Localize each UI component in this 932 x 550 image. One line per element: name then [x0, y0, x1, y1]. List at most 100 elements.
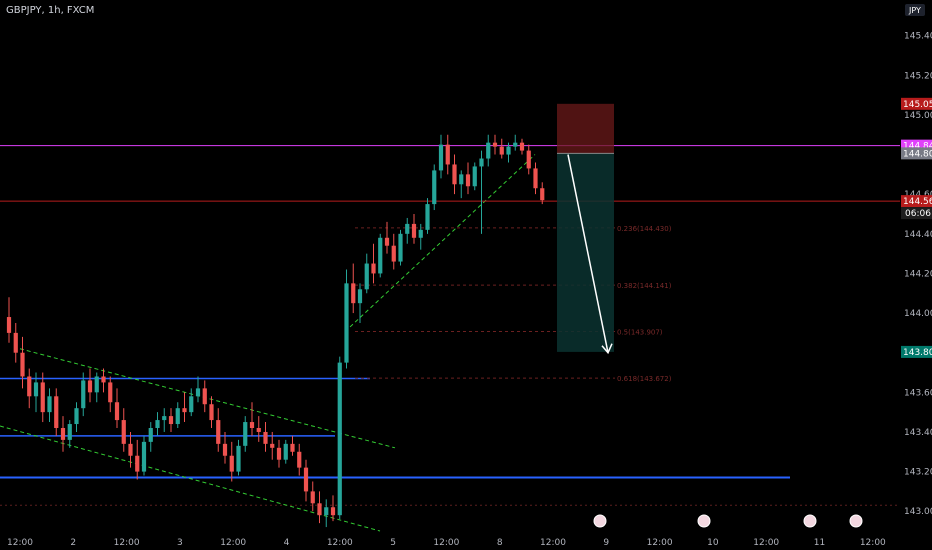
candle-body [141, 441, 147, 472]
price-label-bg [901, 97, 932, 110]
overlay [567, 154, 863, 528]
price-label-bg [901, 147, 932, 160]
projection-arrow [567, 154, 609, 353]
candle-body [297, 451, 302, 468]
candle-body [391, 245, 396, 262]
candle-body [479, 158, 484, 167]
price-label: 144.806 [903, 149, 932, 159]
candle-body [155, 420, 160, 428]
candle-body [67, 424, 72, 440]
candle-body [54, 396, 59, 428]
rising-trendline [349, 154, 536, 328]
candle-body [128, 443, 133, 456]
candle-body [60, 428, 66, 440]
candle-body [87, 380, 93, 393]
candle-body [384, 237, 390, 246]
fib-label: 0.5(143.907) [617, 329, 663, 337]
stop-zone [557, 103, 614, 154]
candle-body [303, 467, 309, 492]
price-label: 143.804 [903, 348, 932, 358]
candle-body [6, 317, 12, 333]
x-tick-label: 3 [177, 538, 183, 548]
candle-body [121, 420, 126, 444]
x-tick-label: 12:00 [7, 538, 33, 548]
fib-label: 0.236(144.430) [617, 225, 672, 233]
candle-body [519, 142, 525, 151]
x-tick-label: 12:00 [860, 538, 886, 548]
candle-body [236, 445, 241, 472]
x-tick-label: 2 [70, 538, 76, 548]
candle-body [351, 283, 356, 304]
price-label-bg [901, 195, 932, 208]
candle-body [418, 229, 423, 238]
candle-body [445, 144, 450, 165]
candle-body [540, 188, 545, 201]
y-tick-label: 145.000 [904, 111, 932, 121]
event-icon [697, 514, 711, 528]
candle-body [20, 352, 25, 377]
candle-body [432, 170, 437, 205]
candle-body [135, 455, 140, 472]
candle-body [216, 420, 221, 444]
candle-body [195, 388, 201, 397]
arrow-head [601, 343, 613, 355]
candle-body [114, 402, 120, 421]
y-tick-label: 143.000 [904, 507, 932, 517]
event-icon [803, 514, 817, 528]
countdown-label: 06:06 [905, 209, 931, 219]
candle-body [411, 223, 417, 238]
target-zone [557, 153, 614, 352]
candle-body [81, 380, 86, 409]
x-tick-label: 12:00 [433, 538, 459, 548]
x-tick-label: 12:00 [647, 538, 673, 548]
candle-body [202, 388, 207, 405]
x-tick-label: 12:00 [114, 538, 140, 548]
price-axis[interactable]: 145.400145.200145.000144.800144.600144.4… [900, 0, 932, 550]
x-tick-label: 12:00 [220, 538, 246, 548]
candle-body [94, 376, 99, 393]
x-tick-label: 12:00 [540, 538, 566, 548]
candle-body [472, 166, 477, 187]
y-tick-label: 144.000 [904, 309, 932, 319]
candle-body [229, 455, 234, 472]
x-tick-label: 8 [497, 538, 503, 548]
candle-body [276, 447, 282, 460]
candle-body [486, 142, 491, 159]
candle-body [108, 382, 113, 403]
candle-body [189, 396, 194, 413]
candle-body [40, 382, 45, 413]
candle-body [182, 408, 187, 413]
y-tick-label: 144.200 [904, 269, 932, 279]
y-tick-label: 143.200 [904, 468, 932, 478]
price-label: 144.565 [903, 197, 932, 207]
candle-body [263, 431, 268, 444]
x-tick-label: 12:00 [327, 538, 353, 548]
y-tick-label: 144.400 [904, 230, 932, 240]
fib-label: 0.618(143.672) [617, 375, 672, 383]
price-label: 145.056 [903, 100, 932, 110]
candle-body [506, 146, 511, 155]
candle-body [162, 416, 167, 421]
candle-body [101, 376, 106, 383]
time-axis[interactable]: 12:00 2 12:00 3 12:00 4 12:00 5 12:00 8 12:00 9 12:0… [0, 535, 900, 550]
x-tick-label: 9 [603, 538, 609, 548]
candle-body [222, 443, 228, 456]
y-tick-label: 145.400 [904, 32, 932, 42]
candle-body [249, 422, 255, 428]
candle-body [499, 146, 504, 155]
candle-body [290, 443, 295, 452]
candle-body [13, 332, 18, 353]
drawings: 0.236(144.430) 0.382(144.141) 0.5(143.907)… [0, 103, 900, 532]
candle-body [378, 237, 383, 274]
y-tick-label: 143.600 [904, 388, 932, 398]
candle-body [364, 263, 369, 290]
candle-body [175, 408, 180, 425]
candle-body [344, 283, 349, 363]
chart-title: GBPJPY, 1h, FXCM [6, 5, 94, 16]
candle-body [317, 503, 322, 516]
candle-body [270, 443, 275, 448]
candle-body [398, 233, 403, 262]
candle-body [533, 168, 538, 189]
currency-badge[interactable] [905, 4, 925, 16]
